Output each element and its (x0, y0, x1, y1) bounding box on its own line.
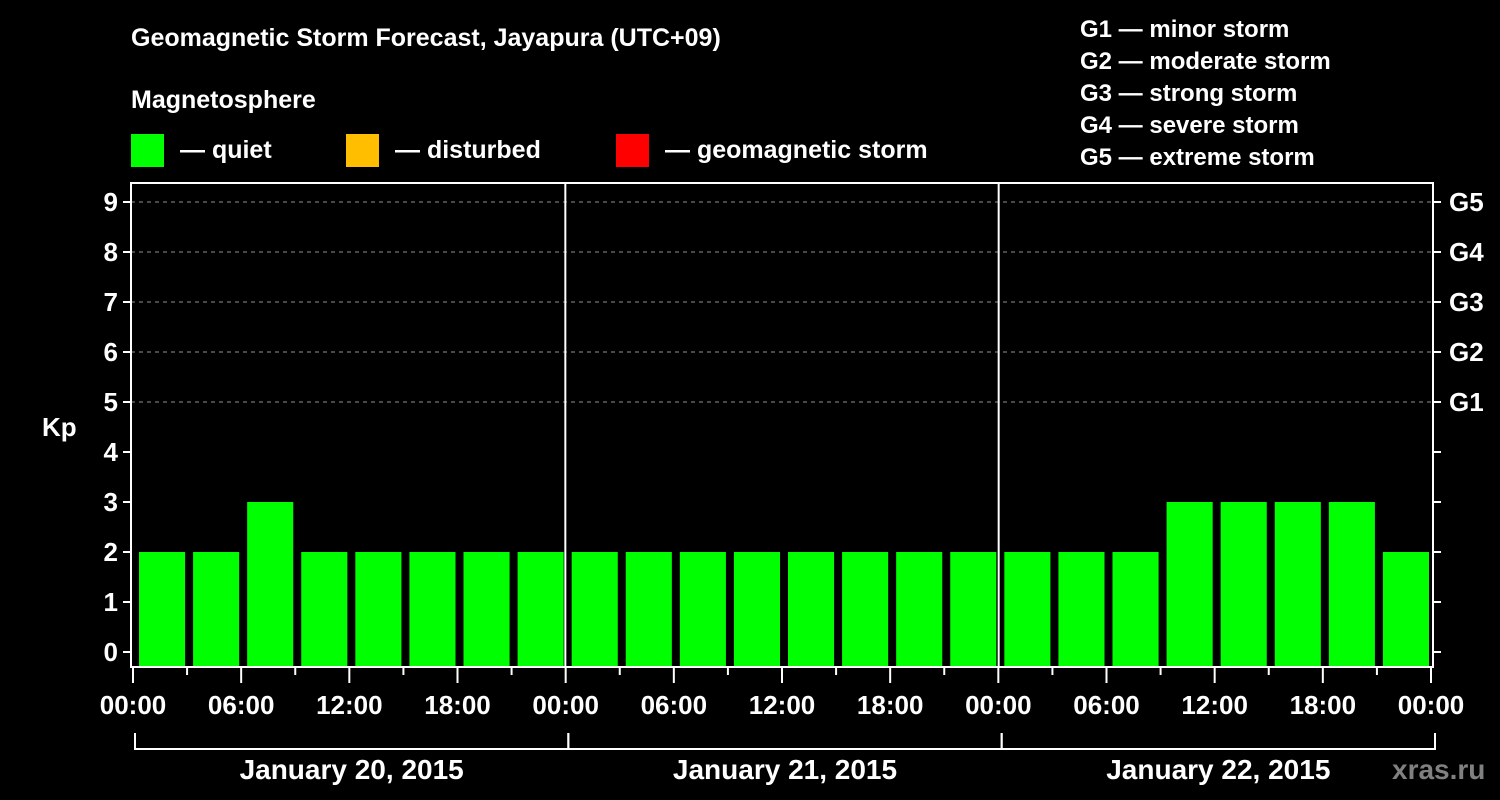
kp-bar (950, 552, 997, 666)
legend-disturbed-swatch (346, 134, 379, 167)
storm-scale-g3: G3 — strong storm (1080, 80, 1298, 107)
chart-title: Geomagnetic Storm Forecast, Jayapura (UT… (131, 24, 721, 52)
x-tick-label: 18:00 (424, 690, 491, 720)
kp-bar (1112, 552, 1159, 666)
storm-scale-legend: G1 — minor storm G2 — moderate storm G3 … (1080, 14, 1331, 174)
x-tick-label: 06:00 (207, 690, 275, 720)
g-scale-label: G2 (1449, 337, 1484, 367)
y-tick-label: 6 (103, 337, 118, 367)
x-tick-label: 12:00 (1181, 690, 1248, 720)
y-tick-label: 0 (103, 637, 118, 667)
kp-bar (1274, 502, 1321, 666)
date-label: January 21, 2015 (672, 754, 898, 785)
kp-bar (139, 552, 186, 666)
legend-storm-swatch (616, 134, 649, 167)
kp-bar (463, 552, 510, 666)
y-tick-label: 9 (103, 187, 118, 217)
g-scale-label: G1 (1449, 387, 1484, 417)
g-scale-label: G4 (1449, 237, 1484, 267)
kp-bar (625, 552, 672, 666)
watermark: xras.ru (1392, 754, 1486, 785)
y-tick-label: 7 (103, 287, 118, 317)
legend-quiet-swatch (131, 134, 164, 167)
x-tick-label: 00:00 (532, 690, 599, 720)
kp-bar (896, 552, 943, 666)
y-tick-label: 5 (103, 387, 118, 417)
kp-bar (301, 552, 348, 666)
legend-quiet: — quiet (131, 134, 272, 167)
x-tick-label: 06:00 (1073, 690, 1140, 720)
date-label: January 20, 2015 (239, 754, 464, 785)
kp-bar (1328, 502, 1375, 666)
x-tick-label: 00:00 (1397, 690, 1465, 720)
kp-bar (788, 552, 835, 666)
kp-bar (1382, 552, 1429, 666)
legend-storm-label: — geomagnetic storm (665, 136, 928, 164)
kp-bar (517, 552, 564, 666)
date-label: January 22, 2015 (1106, 754, 1331, 785)
kp-bar (1004, 552, 1051, 666)
x-tick-label: 12:00 (748, 690, 816, 720)
kp-bar (679, 552, 726, 666)
storm-scale-g1: G1 — minor storm (1080, 16, 1290, 43)
x-tick-label: 06:00 (640, 690, 708, 720)
kp-bar (571, 552, 618, 666)
kp-bar (1058, 552, 1105, 666)
storm-scale-g4: G4 — severe storm (1080, 112, 1299, 139)
kp-bar (193, 552, 240, 666)
kp-bar (842, 552, 889, 666)
g-scale-label: G3 (1449, 287, 1484, 317)
chart-subtitle: Magnetosphere (131, 86, 316, 114)
y-tick-label: 8 (103, 237, 118, 267)
storm-scale-g5: G5 — extreme storm (1080, 144, 1315, 171)
legend-disturbed-label: — disturbed (395, 136, 541, 164)
g-scale-label: G5 (1449, 187, 1484, 217)
x-tick-label: 12:00 (316, 690, 383, 720)
kp-bar (355, 552, 402, 666)
y-tick-label: 1 (103, 587, 118, 617)
legend-quiet-label: — quiet (180, 136, 272, 164)
kp-bar (1166, 502, 1213, 666)
x-tick-label: 18:00 (856, 690, 924, 720)
kp-bar (733, 552, 780, 666)
storm-scale-g2: G2 — moderate storm (1080, 48, 1331, 75)
kp-bar (247, 502, 294, 666)
date-bracket (134, 733, 570, 750)
y-axis-label: Kp (42, 412, 77, 442)
legend-storm: — geomagnetic storm (616, 134, 928, 167)
date-bracket (567, 733, 1003, 750)
legend-disturbed: — disturbed (346, 134, 541, 167)
date-bracket (1000, 733, 1436, 750)
x-tick-label: 00:00 (99, 690, 167, 720)
kp-bar (1220, 502, 1267, 666)
kp-bar (409, 552, 456, 666)
y-tick-label: 3 (103, 487, 118, 517)
x-tick-label: 00:00 (965, 690, 1032, 720)
y-tick-label: 4 (103, 437, 118, 467)
x-tick-label: 18:00 (1289, 690, 1357, 720)
y-tick-label: 2 (103, 537, 118, 567)
